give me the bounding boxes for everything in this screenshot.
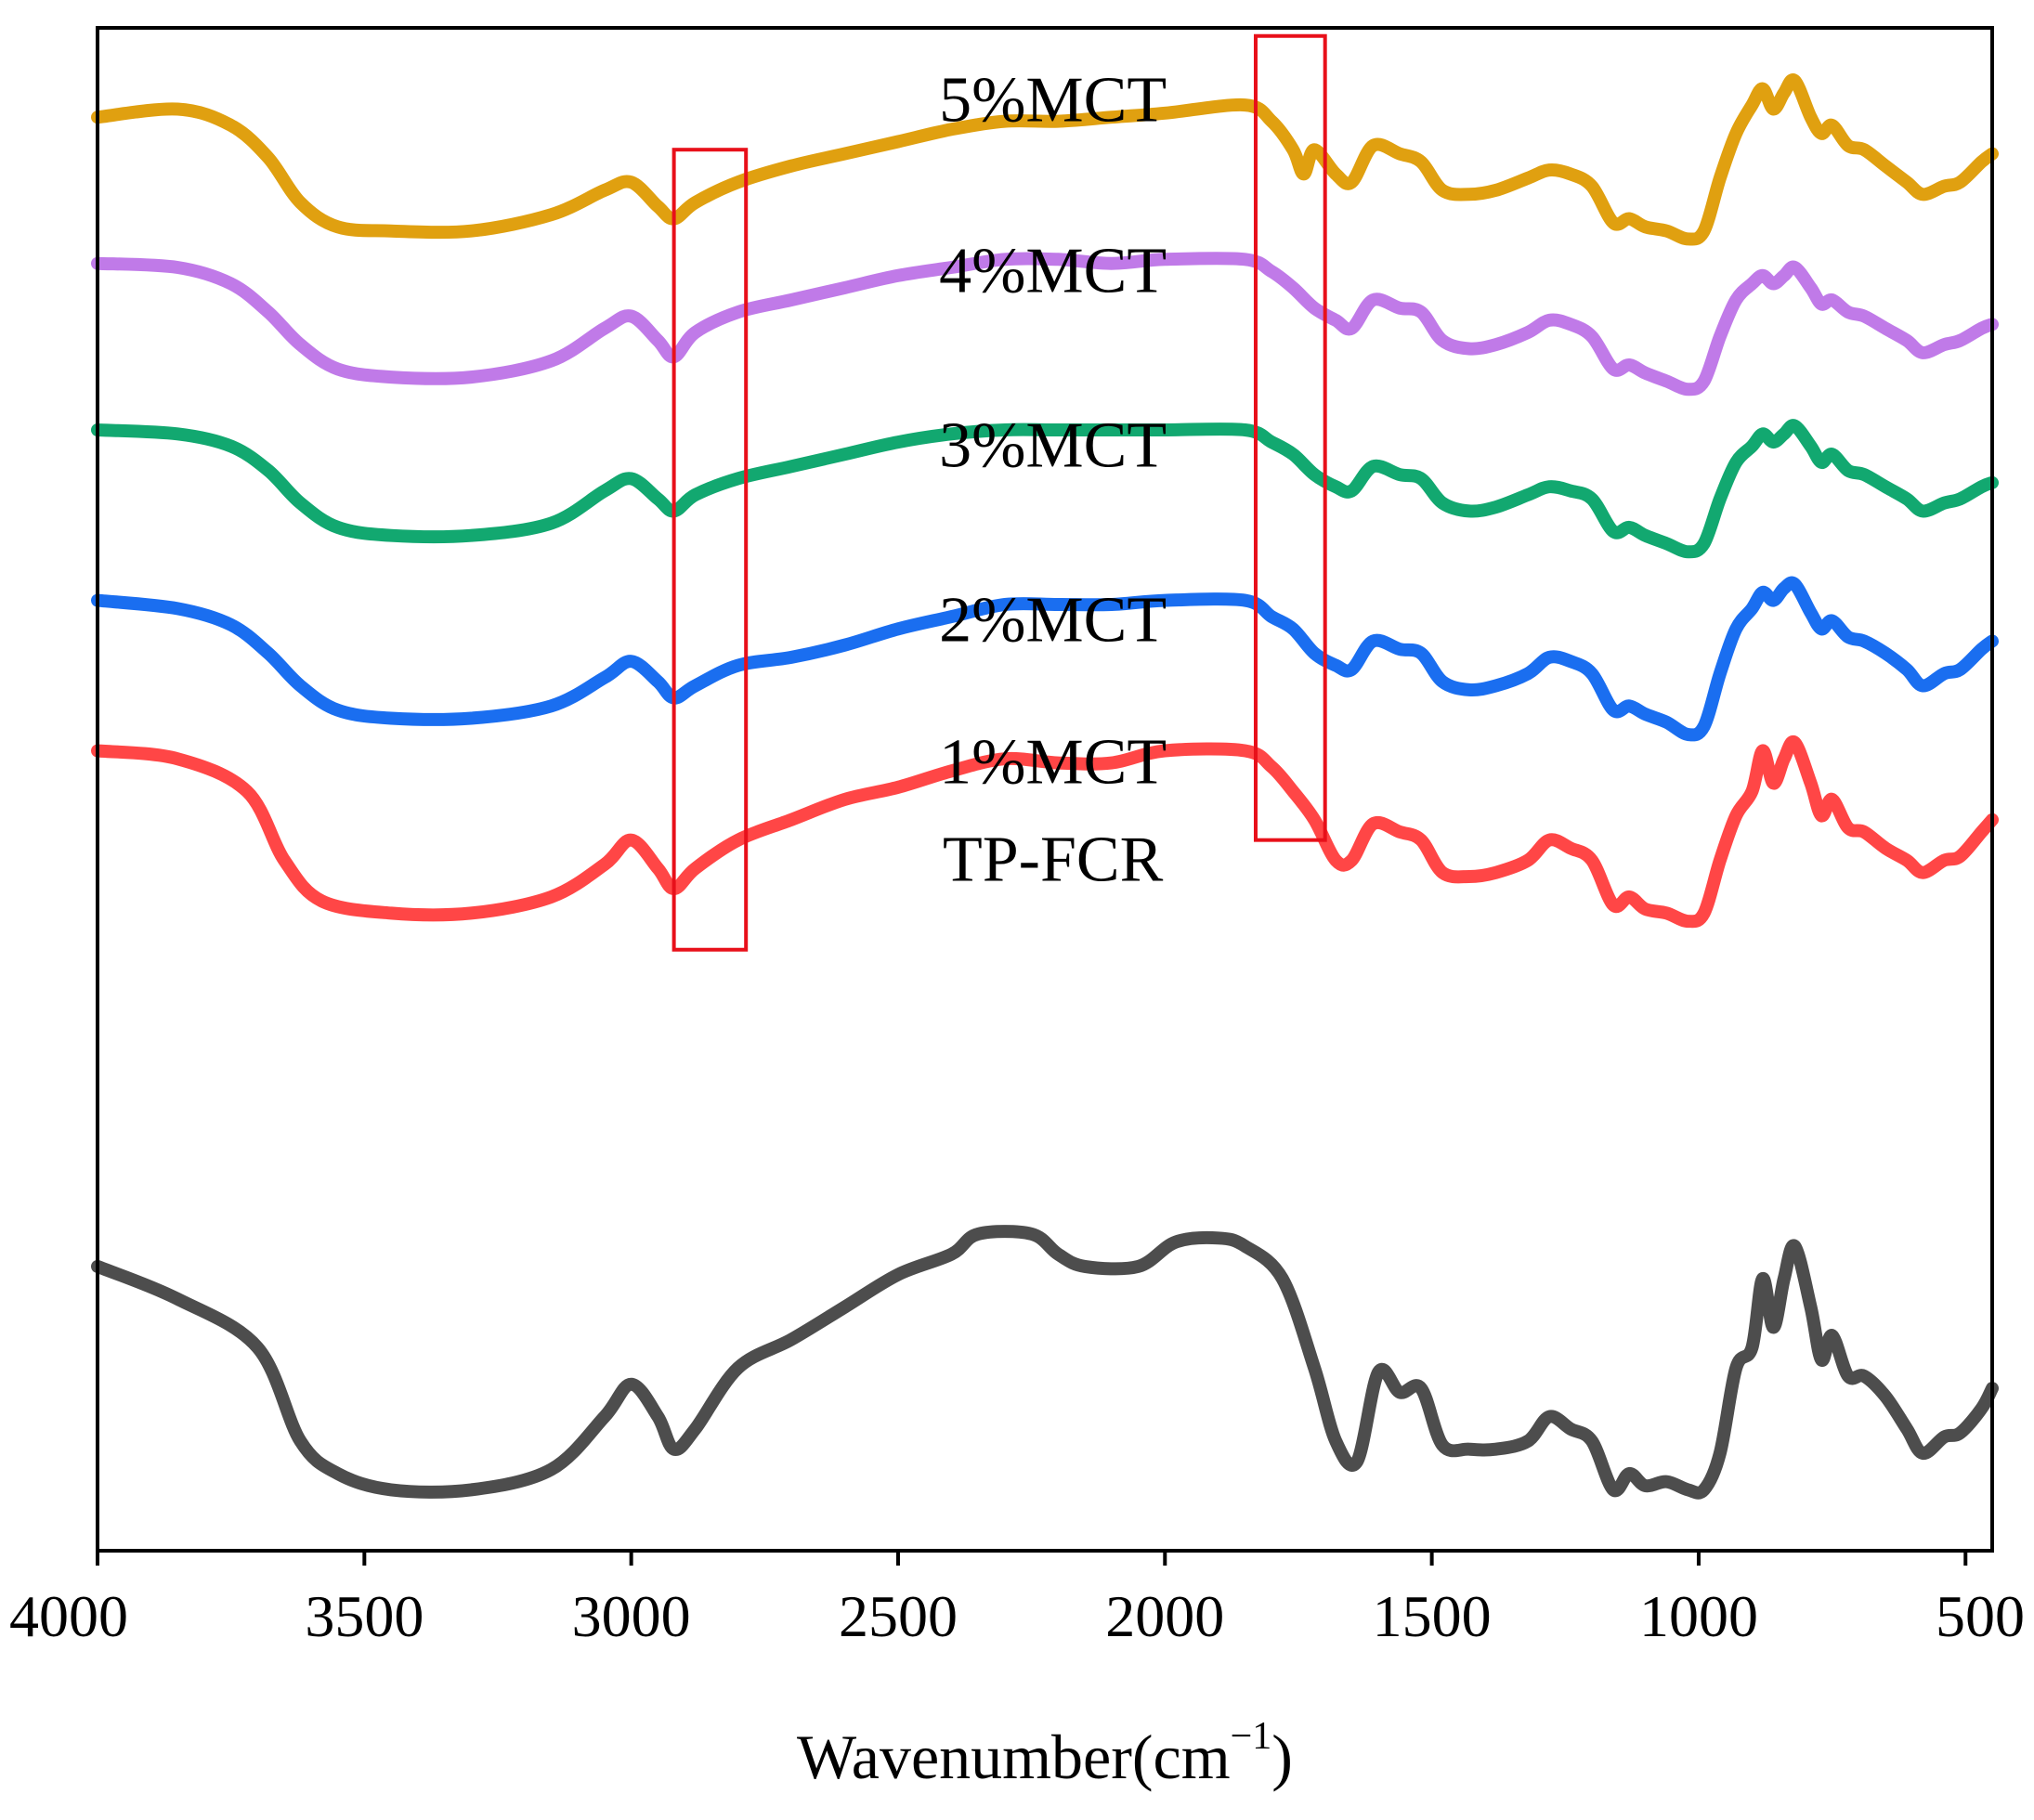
series-line-5pctmct	[91, 72, 1999, 246]
x-tick-label: 3000	[572, 1583, 691, 1649]
x-tick-label: 1500	[1373, 1583, 1492, 1649]
series-label-4pctmct: 4%MCT	[939, 235, 1167, 306]
carbonyl-box	[1253, 33, 1327, 842]
plot-frame	[96, 26, 1994, 1553]
series-line-3pctmct	[91, 419, 1999, 559]
x-axis-ticks: 4000 3500 3000 2500 2000 1500 1000 500	[9, 1551, 2025, 1649]
series-label-layer: TP-FCR 1%MCT 2%MCT 3%MCT 4%MCT 5%MCT	[939, 65, 1167, 896]
series-label-5pctmct: 5%MCT	[939, 65, 1167, 136]
series-label-3pctmct: 3%MCT	[939, 410, 1167, 481]
x-axis-title-close: )	[1271, 1722, 1293, 1792]
c-h-stretch-box	[671, 148, 749, 952]
x-axis-title: Wavenumber(cm−1)	[797, 1715, 1293, 1792]
x-tick-label: 2500	[839, 1583, 958, 1649]
highlight-box-layer	[671, 33, 1327, 952]
x-tick-label: 500	[1936, 1583, 2025, 1649]
x-tick-label: 3500	[305, 1583, 424, 1649]
x-tick-label: 1000	[1639, 1583, 1758, 1649]
series-label-2pctmct: 2%MCT	[939, 584, 1167, 656]
series-line-2pctmct	[91, 576, 1999, 742]
x-axis-title-superscript: −1	[1231, 1715, 1272, 1758]
x-axis-title-base: Wavenumber(cm	[797, 1722, 1231, 1792]
series-layer	[91, 72, 1999, 1500]
series-label-tp-fcr: TP-FCR	[943, 824, 1164, 895]
series-line-1pctmct	[91, 734, 1999, 929]
series-label-1pctmct: 1%MCT	[939, 726, 1167, 798]
series-line-4pctmct	[91, 252, 1999, 396]
x-tick-label: 2000	[1105, 1583, 1224, 1649]
x-tick-label: 4000	[9, 1583, 128, 1649]
series-line-tp-fcr	[91, 1225, 1999, 1500]
